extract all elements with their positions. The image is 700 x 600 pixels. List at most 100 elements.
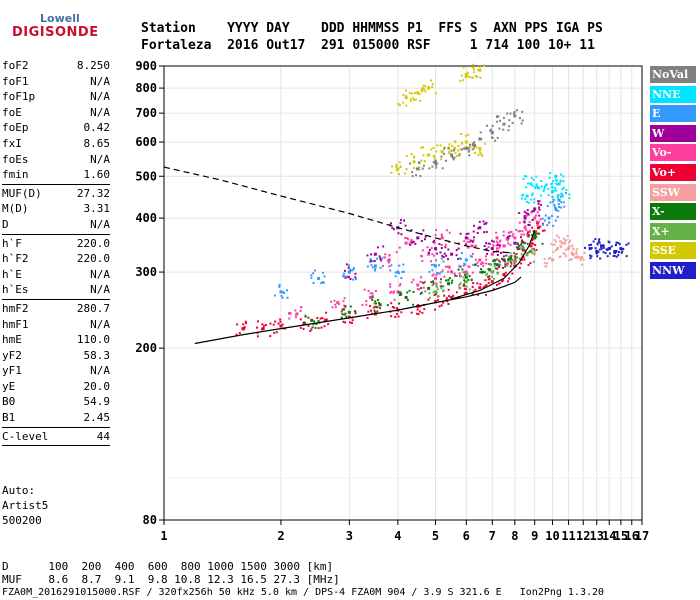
data-point — [453, 272, 456, 275]
data-point — [503, 259, 506, 262]
data-point — [524, 197, 527, 200]
data-point — [517, 246, 520, 249]
data-point — [351, 319, 354, 322]
data-point — [508, 234, 511, 237]
data-point — [485, 262, 488, 265]
data-point — [352, 268, 355, 271]
data-point — [447, 147, 450, 150]
data-point — [370, 253, 373, 256]
data-point — [413, 155, 416, 158]
data-point — [472, 63, 475, 66]
data-point — [532, 248, 535, 251]
data-point — [610, 245, 613, 248]
data-point — [422, 286, 425, 289]
data-point — [420, 233, 423, 236]
param-value: 27.32 — [76, 186, 110, 200]
data-point — [394, 271, 397, 274]
data-point — [571, 251, 574, 254]
data-point — [459, 287, 462, 290]
data-point — [521, 194, 524, 197]
data-point — [489, 243, 492, 246]
data-point — [410, 238, 413, 241]
data-point — [256, 326, 259, 329]
data-point — [423, 280, 426, 283]
data-point — [521, 110, 524, 113]
data-point — [299, 326, 302, 329]
data-point — [294, 309, 297, 312]
data-point — [337, 303, 340, 306]
data-point — [573, 256, 576, 259]
data-point — [416, 236, 420, 240]
data-point — [521, 249, 524, 252]
x-tick-label: 15 — [614, 529, 628, 543]
data-point — [598, 248, 601, 251]
scaled-parameters-panel: foF2 8.250 foF1 N/A foF1p N/A foE N/A foEp 0.42 fx… — [2, 58, 110, 447]
data-point — [548, 176, 551, 179]
data-point — [488, 278, 491, 281]
data-point — [549, 201, 552, 204]
data-point — [562, 180, 565, 183]
data-point — [553, 203, 556, 206]
data-point — [354, 272, 357, 275]
autoscaling-info: Auto: Artist5 500200 — [2, 483, 48, 528]
data-point — [371, 292, 374, 295]
data-point — [478, 220, 481, 223]
data-point — [486, 252, 489, 255]
data-point — [503, 274, 506, 277]
data-point — [467, 232, 470, 235]
data-point — [533, 237, 536, 240]
data-point — [488, 263, 491, 266]
param-name: yE — [2, 379, 16, 393]
data-point — [441, 254, 444, 257]
data-point — [483, 223, 486, 226]
data-point — [395, 251, 398, 254]
data-point — [480, 137, 483, 140]
data-point — [428, 296, 431, 299]
data-point — [419, 99, 422, 102]
data-point — [374, 305, 377, 308]
data-point — [347, 310, 351, 314]
data-point — [576, 255, 580, 259]
data-point — [439, 251, 442, 254]
data-point — [432, 282, 435, 285]
data-point — [431, 269, 434, 272]
data-point — [448, 277, 451, 280]
data-point — [446, 265, 449, 268]
data-point — [599, 244, 602, 247]
data-point — [509, 256, 512, 259]
data-point — [437, 264, 440, 267]
data-point — [433, 155, 436, 158]
data-point — [490, 252, 494, 256]
data-point — [602, 244, 605, 247]
data-point — [261, 327, 265, 331]
data-point — [620, 251, 623, 254]
data-point — [414, 242, 417, 245]
data-point — [627, 242, 630, 245]
param-value: 220.0 — [76, 236, 110, 250]
data-point — [473, 147, 476, 150]
data-point — [434, 164, 437, 167]
data-point — [474, 75, 477, 78]
data-point — [500, 257, 503, 260]
data-point — [387, 258, 391, 262]
data-point — [453, 156, 456, 159]
data-point — [475, 244, 478, 247]
data-point — [472, 230, 475, 233]
data-point — [477, 264, 480, 267]
data-point — [543, 185, 546, 188]
param-name: D — [2, 217, 9, 231]
data-point — [539, 225, 542, 228]
data-point — [398, 246, 401, 249]
data-point — [434, 160, 438, 164]
data-point — [410, 153, 413, 156]
data-point — [310, 274, 313, 277]
param-row: D N/A — [2, 217, 110, 233]
data-point — [439, 281, 442, 284]
data-point — [334, 303, 337, 306]
data-point — [613, 250, 616, 253]
data-point — [551, 195, 554, 198]
param-value: 220.0 — [76, 252, 110, 266]
data-point — [617, 251, 620, 254]
data-point — [541, 217, 544, 220]
